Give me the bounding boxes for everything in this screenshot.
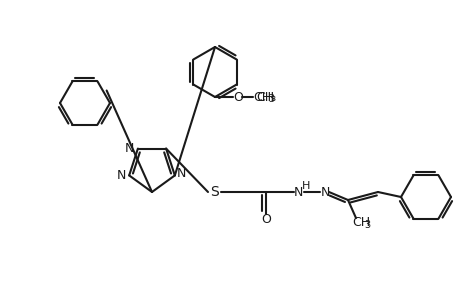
Text: 3: 3 [363,220,369,230]
Text: O: O [261,214,270,226]
Text: N: N [125,142,134,155]
Text: N: N [177,167,186,180]
Text: CH: CH [351,217,369,230]
Text: N: N [319,185,329,199]
Text: CH: CH [256,91,274,103]
Text: CH₃: CH₃ [253,91,276,103]
Text: O: O [233,91,242,103]
Text: N: N [293,185,302,199]
Text: S: S [210,185,219,199]
Text: H: H [301,181,309,191]
Text: N: N [116,169,126,182]
Text: 3: 3 [268,94,274,104]
